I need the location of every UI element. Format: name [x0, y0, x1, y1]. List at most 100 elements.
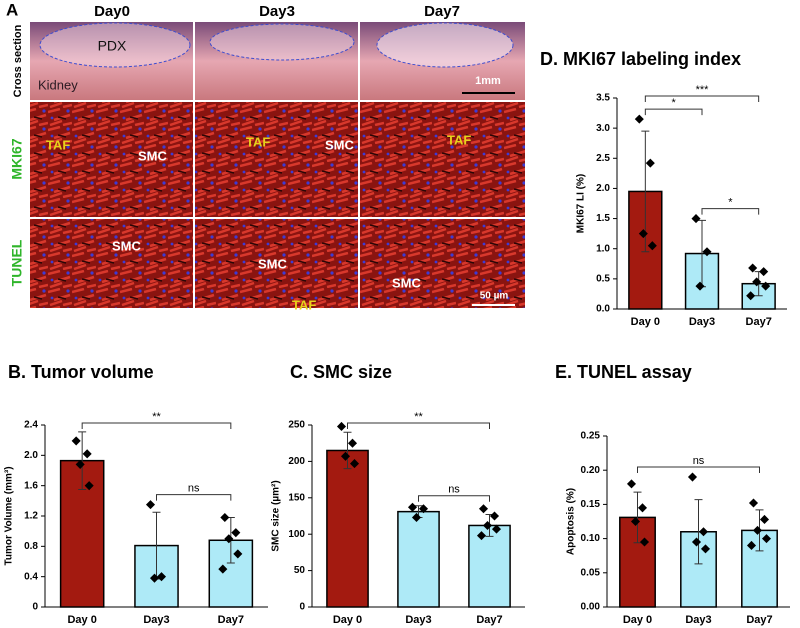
- pdx-outline: [209, 23, 355, 61]
- data-point: [691, 537, 702, 547]
- image: [360, 219, 525, 308]
- data-point: [748, 263, 758, 273]
- significance-bracket: [156, 494, 232, 501]
- data-point: [478, 504, 489, 514]
- data-point: [645, 158, 655, 168]
- y-tick-label: 0.4: [24, 571, 38, 582]
- bar: [326, 449, 369, 608]
- y-tick-label: 0.10: [581, 533, 601, 544]
- image: [30, 219, 193, 308]
- bar: [397, 510, 440, 608]
- column-label: Day7: [424, 3, 460, 20]
- y-tick-label: 0.8: [24, 541, 38, 552]
- data-point: [634, 114, 644, 124]
- chart-title: D. MKI67 labeling index: [540, 49, 741, 69]
- data-point: [637, 503, 648, 513]
- data-point: [700, 544, 711, 554]
- x-tick-label: Day 0: [333, 614, 362, 626]
- x-tick-label: Day7: [476, 614, 502, 626]
- image-label: 50 µm: [480, 291, 509, 302]
- image-label: TAF: [246, 134, 270, 149]
- significance-bracket: [644, 108, 703, 116]
- y-tick-label: 2.5: [596, 153, 610, 164]
- image-label: Kidney: [38, 77, 78, 92]
- x-tick-label: Day 0: [631, 316, 660, 328]
- x-tick-label: Day7: [746, 316, 772, 328]
- y-axis-label: Apoptosis (%): [566, 488, 577, 555]
- data-point: [759, 514, 770, 524]
- image-label: SMC: [138, 148, 168, 163]
- data-point: [231, 528, 241, 538]
- micrographs: [30, 22, 525, 308]
- data-point: [145, 500, 156, 510]
- bar: [680, 531, 717, 608]
- chart-title: B. Tumor volume: [8, 362, 154, 382]
- y-tick-label: 0.0: [596, 304, 610, 315]
- data-point: [220, 512, 230, 523]
- significance-bracket: [81, 422, 232, 429]
- chart-title: C. SMC size: [290, 362, 392, 382]
- image-label: SMC: [325, 137, 355, 152]
- data-point: [691, 214, 701, 224]
- significance-bracket: [644, 95, 760, 102]
- significance-label: *: [672, 97, 677, 109]
- data-point: [75, 459, 85, 469]
- y-tick-label: 2.0: [596, 183, 610, 194]
- significance-bracket: [418, 495, 490, 502]
- data-point: [698, 527, 709, 537]
- y-tick-label: 0.05: [581, 567, 601, 578]
- data-point: [84, 481, 94, 491]
- y-tick-label: 0.00: [581, 602, 601, 613]
- pdx-outline: [39, 22, 191, 68]
- data-point: [638, 229, 648, 239]
- bar: [468, 524, 511, 608]
- significance-bracket: [347, 422, 490, 429]
- y-tick-label: 0.5: [596, 273, 610, 284]
- image: [30, 102, 193, 217]
- image-label: TAF: [46, 137, 70, 152]
- error-bar: [633, 491, 642, 544]
- pdx-outline: [376, 22, 514, 68]
- image: [195, 219, 358, 308]
- y-axis-label: SMC size (µm²): [271, 480, 282, 551]
- row-label: Cross section: [12, 24, 24, 97]
- data-point: [748, 498, 759, 508]
- significance-bracket: [637, 466, 760, 474]
- y-tick-label: 1.2: [24, 511, 38, 522]
- y-tick-label: 0.20: [581, 465, 601, 476]
- data-point: [218, 564, 228, 574]
- data-point: [639, 537, 650, 547]
- y-tick-label: 1.6: [24, 480, 38, 491]
- image-label: SMC: [258, 256, 288, 271]
- y-tick-label: 0.15: [581, 499, 601, 510]
- y-tick-label: 3.0: [596, 123, 610, 134]
- significance-label: ns: [693, 455, 705, 467]
- data-point: [407, 502, 418, 512]
- data-point: [491, 524, 502, 534]
- y-tick-label: 200: [288, 456, 305, 467]
- y-tick-label: 100: [288, 529, 305, 540]
- x-tick-label: Day3: [143, 614, 169, 626]
- significance-label: **: [152, 411, 161, 423]
- data-point: [476, 531, 487, 541]
- x-tick-label: Day3: [685, 614, 711, 626]
- error-bar: [694, 499, 703, 565]
- data-point: [347, 438, 358, 448]
- bar: [619, 516, 656, 608]
- row-label: MKI67: [9, 138, 25, 179]
- error-bar: [343, 431, 352, 470]
- data-point: [752, 525, 763, 535]
- image-label: SMC: [392, 275, 422, 290]
- significance-label: **: [414, 411, 423, 423]
- x-tick-label: Day 0: [623, 614, 652, 626]
- error-bar: [78, 431, 87, 490]
- y-tick-label: 250: [288, 420, 305, 431]
- data-point: [759, 267, 769, 277]
- data-point: [336, 421, 347, 431]
- data-point: [761, 534, 772, 544]
- image: [360, 102, 525, 217]
- y-tick-label: 0: [32, 602, 38, 613]
- image-label: 1mm: [475, 75, 501, 87]
